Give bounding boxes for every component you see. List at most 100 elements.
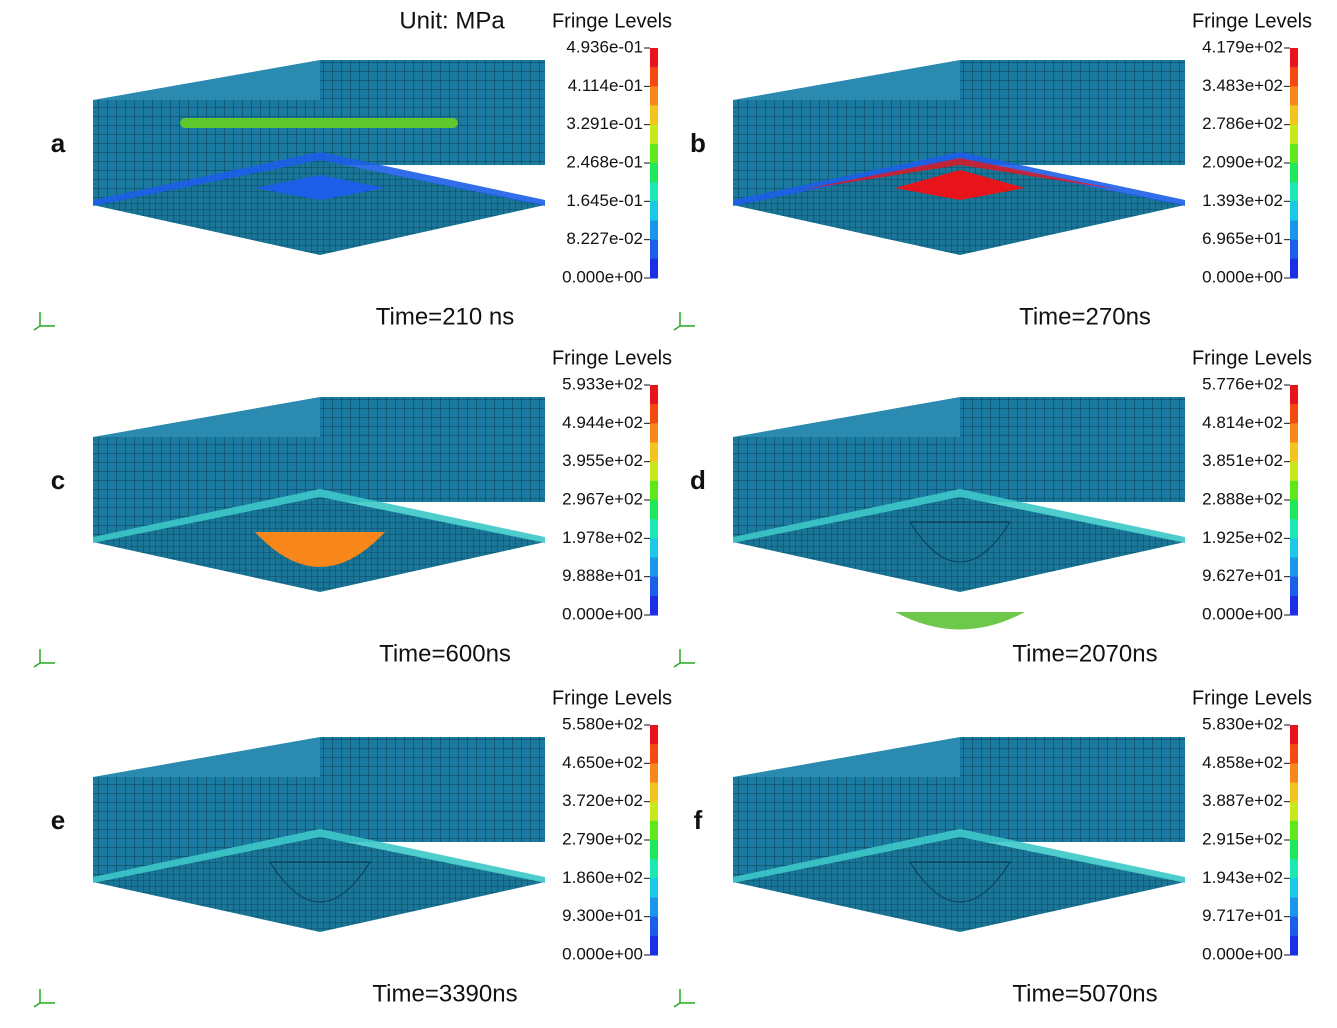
colorbar-segment [650,763,658,783]
colorbar-tick-label: 4.650e+02 [562,753,643,772]
colorbar-tick-label: 1.645e-01 [566,191,643,210]
fringe-title: Fringe Levels [552,347,672,369]
colorbar-segment [650,201,658,221]
colorbar-tick-label: 2.090e+02 [1202,152,1283,171]
colorbar-tick-label: 9.300e+01 [562,906,643,925]
panel-label: b [690,128,706,158]
colorbar-segment [1290,124,1298,145]
colorbar-tick-label: 5.580e+02 [562,714,643,733]
colorbar-segment [650,538,658,558]
colorbar-tick-label: 3.291e-01 [566,114,643,133]
colorbar-segment [1290,480,1298,501]
colorbar-segment [650,725,658,745]
crater [909,521,1011,563]
time-label: Time=5070ns [1012,980,1157,1007]
colorbar-tick-label: 4.944e+02 [562,413,643,432]
colorbar-tick-label: 1.393e+02 [1202,191,1283,210]
colorbar-tick-label: 3.887e+02 [1202,791,1283,810]
colorbar-segment [650,782,658,803]
colorbar-segment [650,442,658,463]
colorbar-segment [650,480,658,501]
colorbar-segment [1290,538,1298,558]
colorbar-segment [650,239,658,260]
colorbar-segment [1290,86,1298,106]
colorbar-segment [1290,385,1298,405]
colorbar-segment [650,385,658,405]
colorbar-segment [1290,48,1298,68]
colorbar-segment [1290,500,1298,520]
colorbar-tick-label: 0.000e+00 [1202,267,1283,286]
colorbar-tick-label: 5.830e+02 [1202,714,1283,733]
panel-label: d [690,465,706,495]
axis-triad [33,989,55,1008]
colorbar-segment [650,859,658,879]
colorbar-segment [650,744,658,764]
axis-triad [673,649,695,668]
colorbar-segment [1290,840,1298,860]
panel-label: f [694,805,703,835]
colorbar-segment [1290,576,1298,597]
colorbar-segment [1290,744,1298,764]
colorbar-segment [650,500,658,520]
wall-right [960,60,1185,165]
colorbar-tick-label: 4.814e+02 [1202,413,1283,432]
wall-join [93,397,320,437]
colorbar-segment [1290,725,1298,745]
fringe-title: Fringe Levels [1192,10,1312,32]
colorbar-segment [650,86,658,106]
colorbar-segment [650,935,658,956]
colorbar-tick-label: 6.965e+01 [1202,229,1283,248]
axis-triad [33,649,55,668]
colorbar-segment [650,48,658,68]
wall-right [320,397,545,502]
wall-right [960,397,1185,502]
panel-label: e [51,805,65,835]
colorbar-segment [650,557,658,578]
colorbar-tick-label: 0.000e+00 [562,267,643,286]
colorbar-tick-label: 1.943e+02 [1202,868,1283,887]
colorbar-segment [1290,557,1298,578]
colorbar-tick-label: 4.858e+02 [1202,753,1283,772]
colorbar-segment [650,897,658,918]
colorbar-tick-label: 9.627e+01 [1202,566,1283,585]
floor [93,160,545,255]
colorbar-tick-label: 4.179e+02 [1202,37,1283,56]
stress-edge [800,158,1120,190]
colorbar-segment [1290,820,1298,841]
colorbar-segment [1290,404,1298,424]
wall-join [733,397,960,437]
colorbar-segment [650,801,658,822]
colorbar-segment [1290,916,1298,937]
colorbar-tick-label: 2.468e-01 [566,152,643,171]
fringe-title: Fringe Levels [552,10,672,32]
panel: b Time=270ns Fringe Levels 4.179e+02 3.483e+… [673,10,1312,331]
colorbar-tick-label: 5.776e+02 [1202,374,1283,393]
floor [733,160,1185,255]
colorbar-tick-label: 0.000e+00 [562,944,643,963]
colorbar-tick-label: 8.227e-02 [566,229,643,248]
colorbar-segment [1290,105,1298,126]
time-label: Time=2070ns [1012,640,1157,667]
colorbar-segment [1290,782,1298,803]
colorbar-tick-label: 1.978e+02 [562,528,643,547]
panel: c Time=600ns Fringe Levels 5.933e+02 4.944e+… [33,347,672,668]
crater [269,861,371,903]
wall-right [960,737,1185,842]
colorbar-segment [1290,801,1298,822]
panel: d Time=2070ns Fringe Levels 5.776e+02 4.814e… [673,347,1312,668]
unit-label: Unit: MPa [399,7,505,34]
colorbar-segment [1290,878,1298,898]
colorbar-tick-label: 3.720e+02 [562,791,643,810]
colorbar-tick-label: 3.483e+02 [1202,76,1283,95]
colorbar-segment [650,105,658,126]
panel-label: a [51,128,66,158]
colorbar-segment [650,519,658,539]
stress-patch [255,175,385,200]
colorbar-tick-label: 5.933e+02 [562,374,643,393]
wall-join [93,60,320,100]
time-label: Time=270ns [1019,303,1151,330]
colorbar-segment [1290,163,1298,183]
colorbar-segment [650,878,658,898]
colorbar-segment [1290,859,1298,879]
colorbar-segment [1290,897,1298,918]
